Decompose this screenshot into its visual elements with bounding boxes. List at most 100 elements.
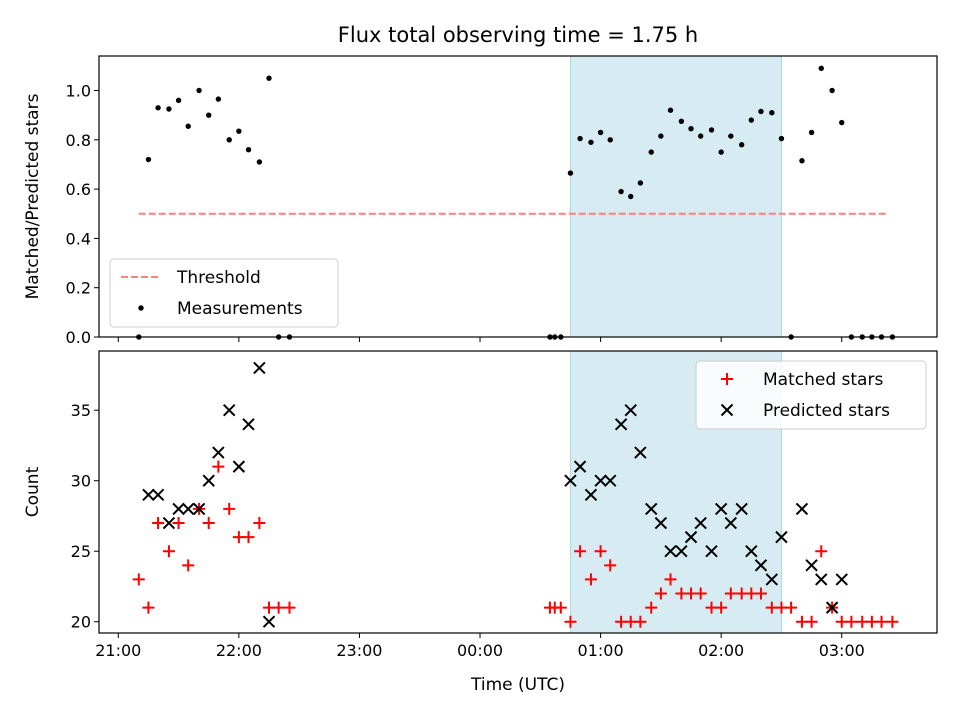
data-point xyxy=(645,601,658,614)
data-point xyxy=(818,65,824,72)
data-point xyxy=(845,615,858,628)
data-point xyxy=(805,615,818,628)
x-tick-label: 22:00 xyxy=(216,641,262,660)
legend-marker xyxy=(721,373,733,385)
x-tick-label: 00:00 xyxy=(457,641,503,660)
x-tick-label: 23:00 xyxy=(336,641,382,660)
data-point xyxy=(175,97,182,104)
data-point xyxy=(805,559,818,572)
data-point xyxy=(253,517,266,530)
x-axis-label: Time (UTC) xyxy=(470,675,565,695)
y-axis-label: Matched/Predicted stars xyxy=(23,93,43,299)
data-point xyxy=(215,96,222,102)
data-point xyxy=(145,156,152,163)
data-point xyxy=(192,502,206,516)
data-point xyxy=(675,545,688,558)
y-tick-label: 1.0 xyxy=(66,82,91,101)
series-measurements xyxy=(136,65,896,340)
data-point xyxy=(614,418,628,431)
data-point xyxy=(775,530,788,544)
data-point xyxy=(283,601,296,614)
data-point xyxy=(588,139,594,145)
data-point xyxy=(573,460,587,473)
data-point xyxy=(628,193,634,200)
legend-label: Threshold xyxy=(176,268,261,288)
data-point xyxy=(166,106,172,112)
data-point xyxy=(886,615,899,628)
data-point xyxy=(253,361,266,375)
data-point xyxy=(202,517,215,530)
data-point xyxy=(262,615,276,628)
data-point xyxy=(604,474,617,487)
data-point xyxy=(728,133,734,139)
series-matched-stars xyxy=(132,460,899,628)
data-point xyxy=(829,87,835,94)
data-point xyxy=(738,142,745,148)
data-point xyxy=(808,129,815,136)
data-point xyxy=(584,573,597,586)
data-point xyxy=(769,109,775,116)
data-point xyxy=(667,107,674,113)
data-point xyxy=(815,545,828,558)
data-point xyxy=(266,75,272,81)
data-point xyxy=(688,126,694,132)
x-tick-label: 02:00 xyxy=(698,641,744,660)
data-point xyxy=(875,615,888,628)
legend-box xyxy=(109,258,339,328)
data-point xyxy=(705,545,718,558)
data-point xyxy=(132,573,145,586)
data-point xyxy=(185,123,191,129)
data-point xyxy=(735,502,748,516)
data-point xyxy=(718,149,724,155)
legend-label: Matched stars xyxy=(763,370,883,390)
y-tick-label: 0.4 xyxy=(66,229,91,248)
data-point xyxy=(684,530,698,544)
data-point xyxy=(645,502,658,516)
data-point xyxy=(554,601,567,614)
y-tick-label: 0.2 xyxy=(66,279,91,298)
data-point xyxy=(678,118,685,125)
axes-frame xyxy=(98,350,938,634)
data-point xyxy=(664,573,677,586)
legend-box xyxy=(695,360,927,430)
chart-title: Flux total observing time = 1.75 h xyxy=(338,23,698,47)
data-point xyxy=(597,129,604,136)
legend-marker xyxy=(138,305,144,311)
data-point xyxy=(152,517,165,530)
data-point xyxy=(697,133,704,139)
ratio-panel: 0.0 0.2 0.4 0.6 0.8 1.0 Matched/Predicted star… xyxy=(23,55,938,347)
data-point xyxy=(567,170,574,176)
data-point xyxy=(778,135,785,142)
data-point xyxy=(202,474,215,487)
data-point xyxy=(748,117,755,123)
data-point xyxy=(242,418,255,431)
data-point xyxy=(624,404,637,417)
data-point xyxy=(634,615,647,628)
data-point xyxy=(648,149,654,155)
data-point xyxy=(245,146,252,153)
data-point xyxy=(182,559,195,572)
data-point xyxy=(564,474,577,487)
x-tick-label: 03:00 xyxy=(819,641,865,660)
data-point xyxy=(226,137,232,143)
data-point xyxy=(658,133,664,139)
data-point xyxy=(212,460,225,473)
series-predicted-stars xyxy=(142,361,848,628)
data-point xyxy=(835,573,848,586)
legend: Threshold Measurements xyxy=(109,258,339,328)
y-tick-label: 30 xyxy=(71,472,91,491)
data-point xyxy=(142,601,155,614)
y-axis-label: Count xyxy=(23,466,43,517)
data-point xyxy=(664,545,677,558)
data-point xyxy=(654,516,668,530)
data-point xyxy=(714,502,728,516)
data-point xyxy=(242,531,255,544)
y-tick-label: 20 xyxy=(71,613,91,632)
data-point xyxy=(142,488,155,502)
data-point xyxy=(799,158,805,164)
legend-label: Predicted stars xyxy=(763,401,890,421)
data-point xyxy=(594,545,607,558)
data-point xyxy=(162,545,175,558)
data-point xyxy=(155,105,161,111)
